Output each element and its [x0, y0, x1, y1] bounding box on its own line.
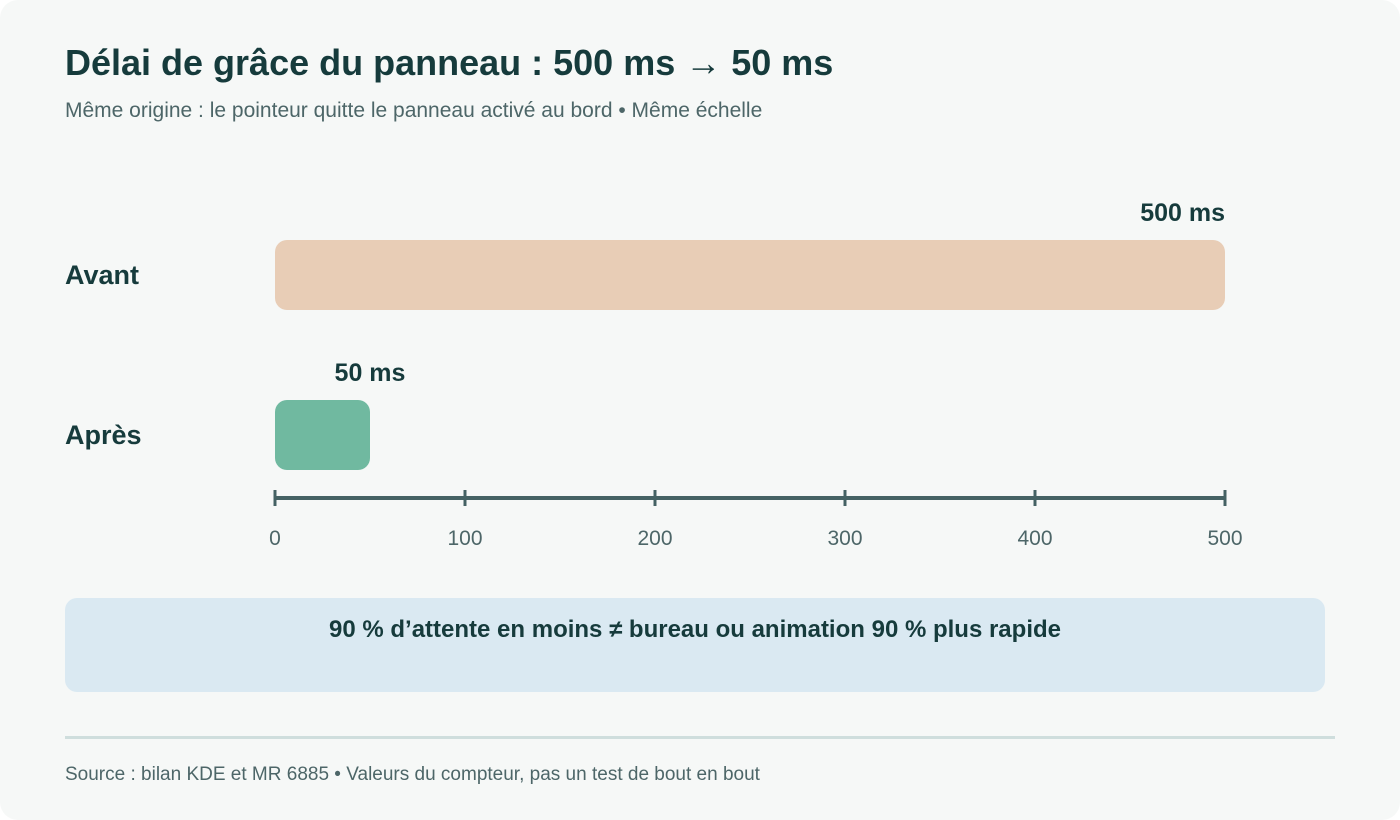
divider [65, 736, 1335, 739]
bar-1 [275, 400, 370, 470]
callout-box: 90 % d’attente en moins ≠ bureau ou anim… [65, 598, 1325, 692]
bar-0 [275, 240, 1225, 310]
x-tick-label-0: 0 [269, 527, 281, 550]
source-note: Source : bilan KDE et MR 6885 • Valeurs … [65, 764, 760, 785]
chart-title: Délai de grâce du panneau : 500 ms → 50 … [65, 42, 834, 83]
x-tick-label-5: 500 [1207, 527, 1242, 550]
callout-text: 90 % d’attente en moins ≠ bureau ou anim… [329, 616, 1061, 643]
category-label-0: Avant [65, 260, 139, 290]
category-label-1: Après [65, 420, 142, 450]
x-tick-label-2: 200 [637, 527, 672, 550]
bar-chart: Avant 500 ms Après 50 ms 0 100 200 300 400 500 [65, 199, 1243, 550]
x-tick-label-3: 300 [827, 527, 862, 550]
x-tick-label-4: 400 [1017, 527, 1052, 550]
x-tick-label-1: 100 [447, 527, 482, 550]
value-label-0: 500 ms [1140, 199, 1225, 227]
chart-subtitle: Même origine : le pointeur quitte le pan… [65, 99, 763, 122]
value-label-1: 50 ms [335, 359, 406, 387]
